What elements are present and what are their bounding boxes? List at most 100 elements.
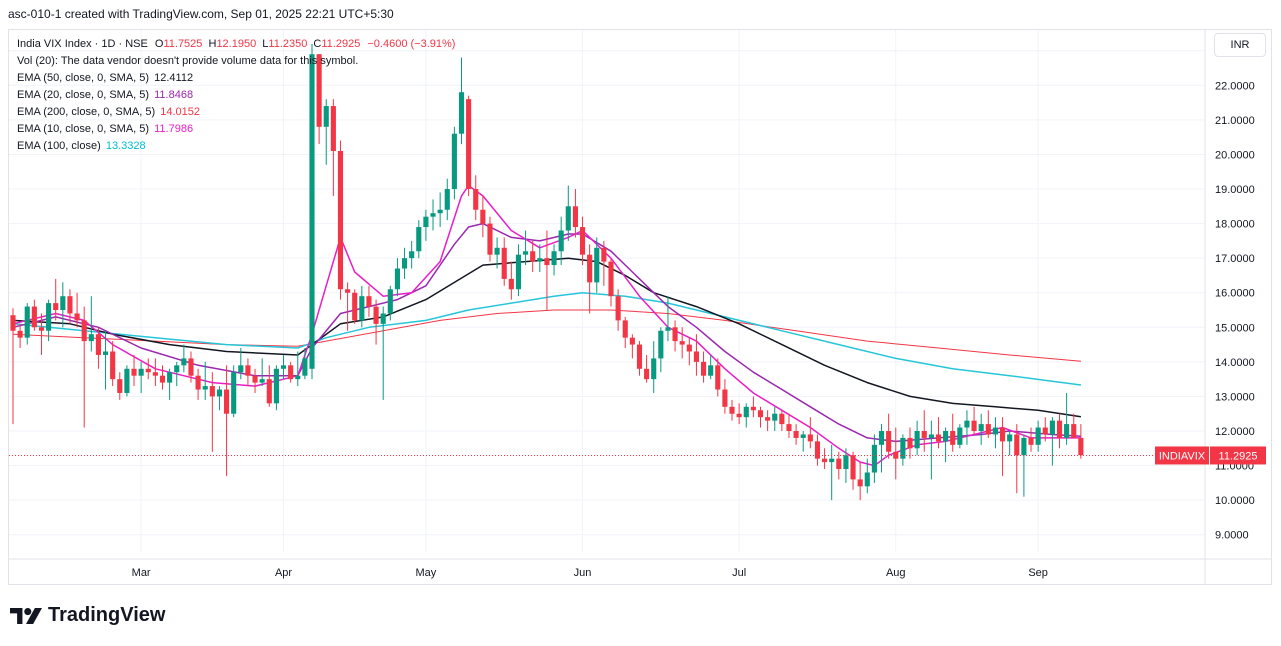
candle-body[interactable]	[1049, 420, 1055, 435]
candle-body[interactable]	[480, 209, 486, 224]
candle-body[interactable]	[373, 306, 379, 324]
candle-body[interactable]	[295, 375, 301, 380]
candle-body[interactable]	[466, 99, 472, 190]
candle-body[interactable]	[651, 358, 657, 380]
candle-body[interactable]	[102, 351, 109, 355]
candle-body[interactable]	[259, 379, 265, 383]
candle-body[interactable]	[537, 258, 543, 262]
candle-body[interactable]	[423, 216, 429, 228]
candle-body[interactable]	[138, 368, 144, 376]
candle-body[interactable]	[401, 258, 408, 269]
candle-body[interactable]	[928, 434, 934, 438]
candle-body[interactable]	[594, 247, 600, 283]
candle-body[interactable]	[793, 431, 799, 438]
candle-body[interactable]	[850, 455, 856, 480]
candle-body[interactable]	[124, 368, 130, 393]
candle-body[interactable]	[857, 479, 863, 487]
candle-body[interactable]	[1064, 424, 1070, 438]
candle-body[interactable]	[231, 372, 237, 414]
candle-body[interactable]	[658, 330, 664, 359]
candle-body[interactable]	[1056, 420, 1063, 438]
candle-body[interactable]	[836, 458, 842, 470]
candle-body[interactable]	[1028, 437, 1034, 445]
candle-body[interactable]	[644, 368, 650, 380]
candle-body[interactable]	[1071, 424, 1077, 438]
candle-body[interactable]	[266, 379, 272, 404]
candle-body[interactable]	[893, 451, 899, 459]
candle-body[interactable]	[579, 227, 586, 255]
candle-body[interactable]	[202, 386, 208, 390]
candle-body[interactable]	[814, 441, 821, 459]
candle-body[interactable]	[935, 434, 942, 442]
candle-body[interactable]	[508, 278, 514, 290]
candle-body[interactable]	[608, 261, 614, 297]
candle-body[interactable]	[24, 306, 30, 338]
candle-body[interactable]	[437, 209, 443, 214]
currency-selector[interactable]: INR	[1214, 33, 1266, 57]
candle-body[interactable]	[622, 320, 628, 338]
candle-body[interactable]	[416, 227, 422, 252]
candle-body[interactable]	[380, 313, 386, 324]
candle-body[interactable]	[800, 434, 806, 438]
candle-body[interactable]	[167, 372, 173, 383]
candle-body[interactable]	[444, 189, 450, 210]
candle-body[interactable]	[772, 413, 778, 421]
candle-body[interactable]	[779, 413, 785, 425]
candle-body[interactable]	[822, 458, 828, 463]
candle-body[interactable]	[1021, 437, 1027, 456]
candle-body[interactable]	[238, 365, 244, 373]
candle-body[interactable]	[921, 431, 927, 438]
candle-body[interactable]	[337, 150, 344, 290]
candle-body[interactable]	[693, 351, 699, 362]
candle-body[interactable]	[110, 351, 116, 380]
candle-body[interactable]	[330, 106, 336, 151]
candle-body[interactable]	[323, 106, 329, 127]
candle-body[interactable]	[152, 372, 158, 376]
candle-body[interactable]	[572, 206, 578, 228]
candle-body[interactable]	[309, 54, 315, 369]
candle-body[interactable]	[60, 296, 66, 311]
candle-body[interactable]	[188, 358, 194, 376]
indicator-row[interactable]: EMA (50, close, 0, SMA, 5) 12.4112	[17, 70, 455, 87]
candle-body[interactable]	[81, 320, 87, 342]
brand[interactable]: TradingView	[10, 604, 165, 627]
candle-body[interactable]	[409, 251, 415, 259]
candle-body[interactable]	[551, 251, 557, 266]
candle-body[interactable]	[985, 424, 991, 435]
candle-body[interactable]	[302, 358, 308, 376]
candle-body[interactable]	[558, 230, 564, 252]
candle-body[interactable]	[494, 247, 500, 255]
candle-body[interactable]	[565, 206, 571, 231]
candle-body[interactable]	[878, 431, 885, 445]
candle-body[interactable]	[743, 406, 749, 418]
candle-body[interactable]	[629, 337, 635, 345]
candle-body[interactable]	[765, 417, 771, 421]
candle-body[interactable]	[722, 389, 728, 407]
candle-body[interactable]	[914, 431, 920, 449]
indicator-row[interactable]: EMA (200, close, 0, SMA, 5) 14.0152	[17, 104, 455, 121]
candle-body[interactable]	[31, 306, 37, 328]
candle-body[interactable]	[807, 434, 813, 442]
candle-body[interactable]	[280, 365, 287, 369]
candle-body[interactable]	[174, 365, 180, 373]
candle-body[interactable]	[1035, 427, 1041, 445]
candle-body[interactable]	[708, 365, 714, 376]
candle-body[interactable]	[943, 431, 949, 442]
candle-body[interactable]	[978, 424, 984, 432]
candle-body[interactable]	[487, 223, 493, 255]
candle-body[interactable]	[700, 361, 707, 376]
indicator-row[interactable]: EMA (10, close, 0, SMA, 5) 11.7986	[17, 121, 455, 138]
candle-body[interactable]	[523, 251, 529, 255]
candle-body[interactable]	[252, 375, 258, 383]
candle-body[interactable]	[473, 189, 479, 210]
candle-body[interactable]	[1007, 434, 1013, 442]
candle-body[interactable]	[1078, 437, 1084, 456]
candle-body[interactable]	[829, 458, 835, 463]
candle-body[interactable]	[715, 365, 721, 390]
candle-body[interactable]	[992, 427, 998, 435]
candle-body[interactable]	[53, 303, 59, 311]
candle-body[interactable]	[544, 258, 550, 266]
candle-body[interactable]	[458, 92, 465, 134]
candle-body[interactable]	[95, 334, 101, 355]
